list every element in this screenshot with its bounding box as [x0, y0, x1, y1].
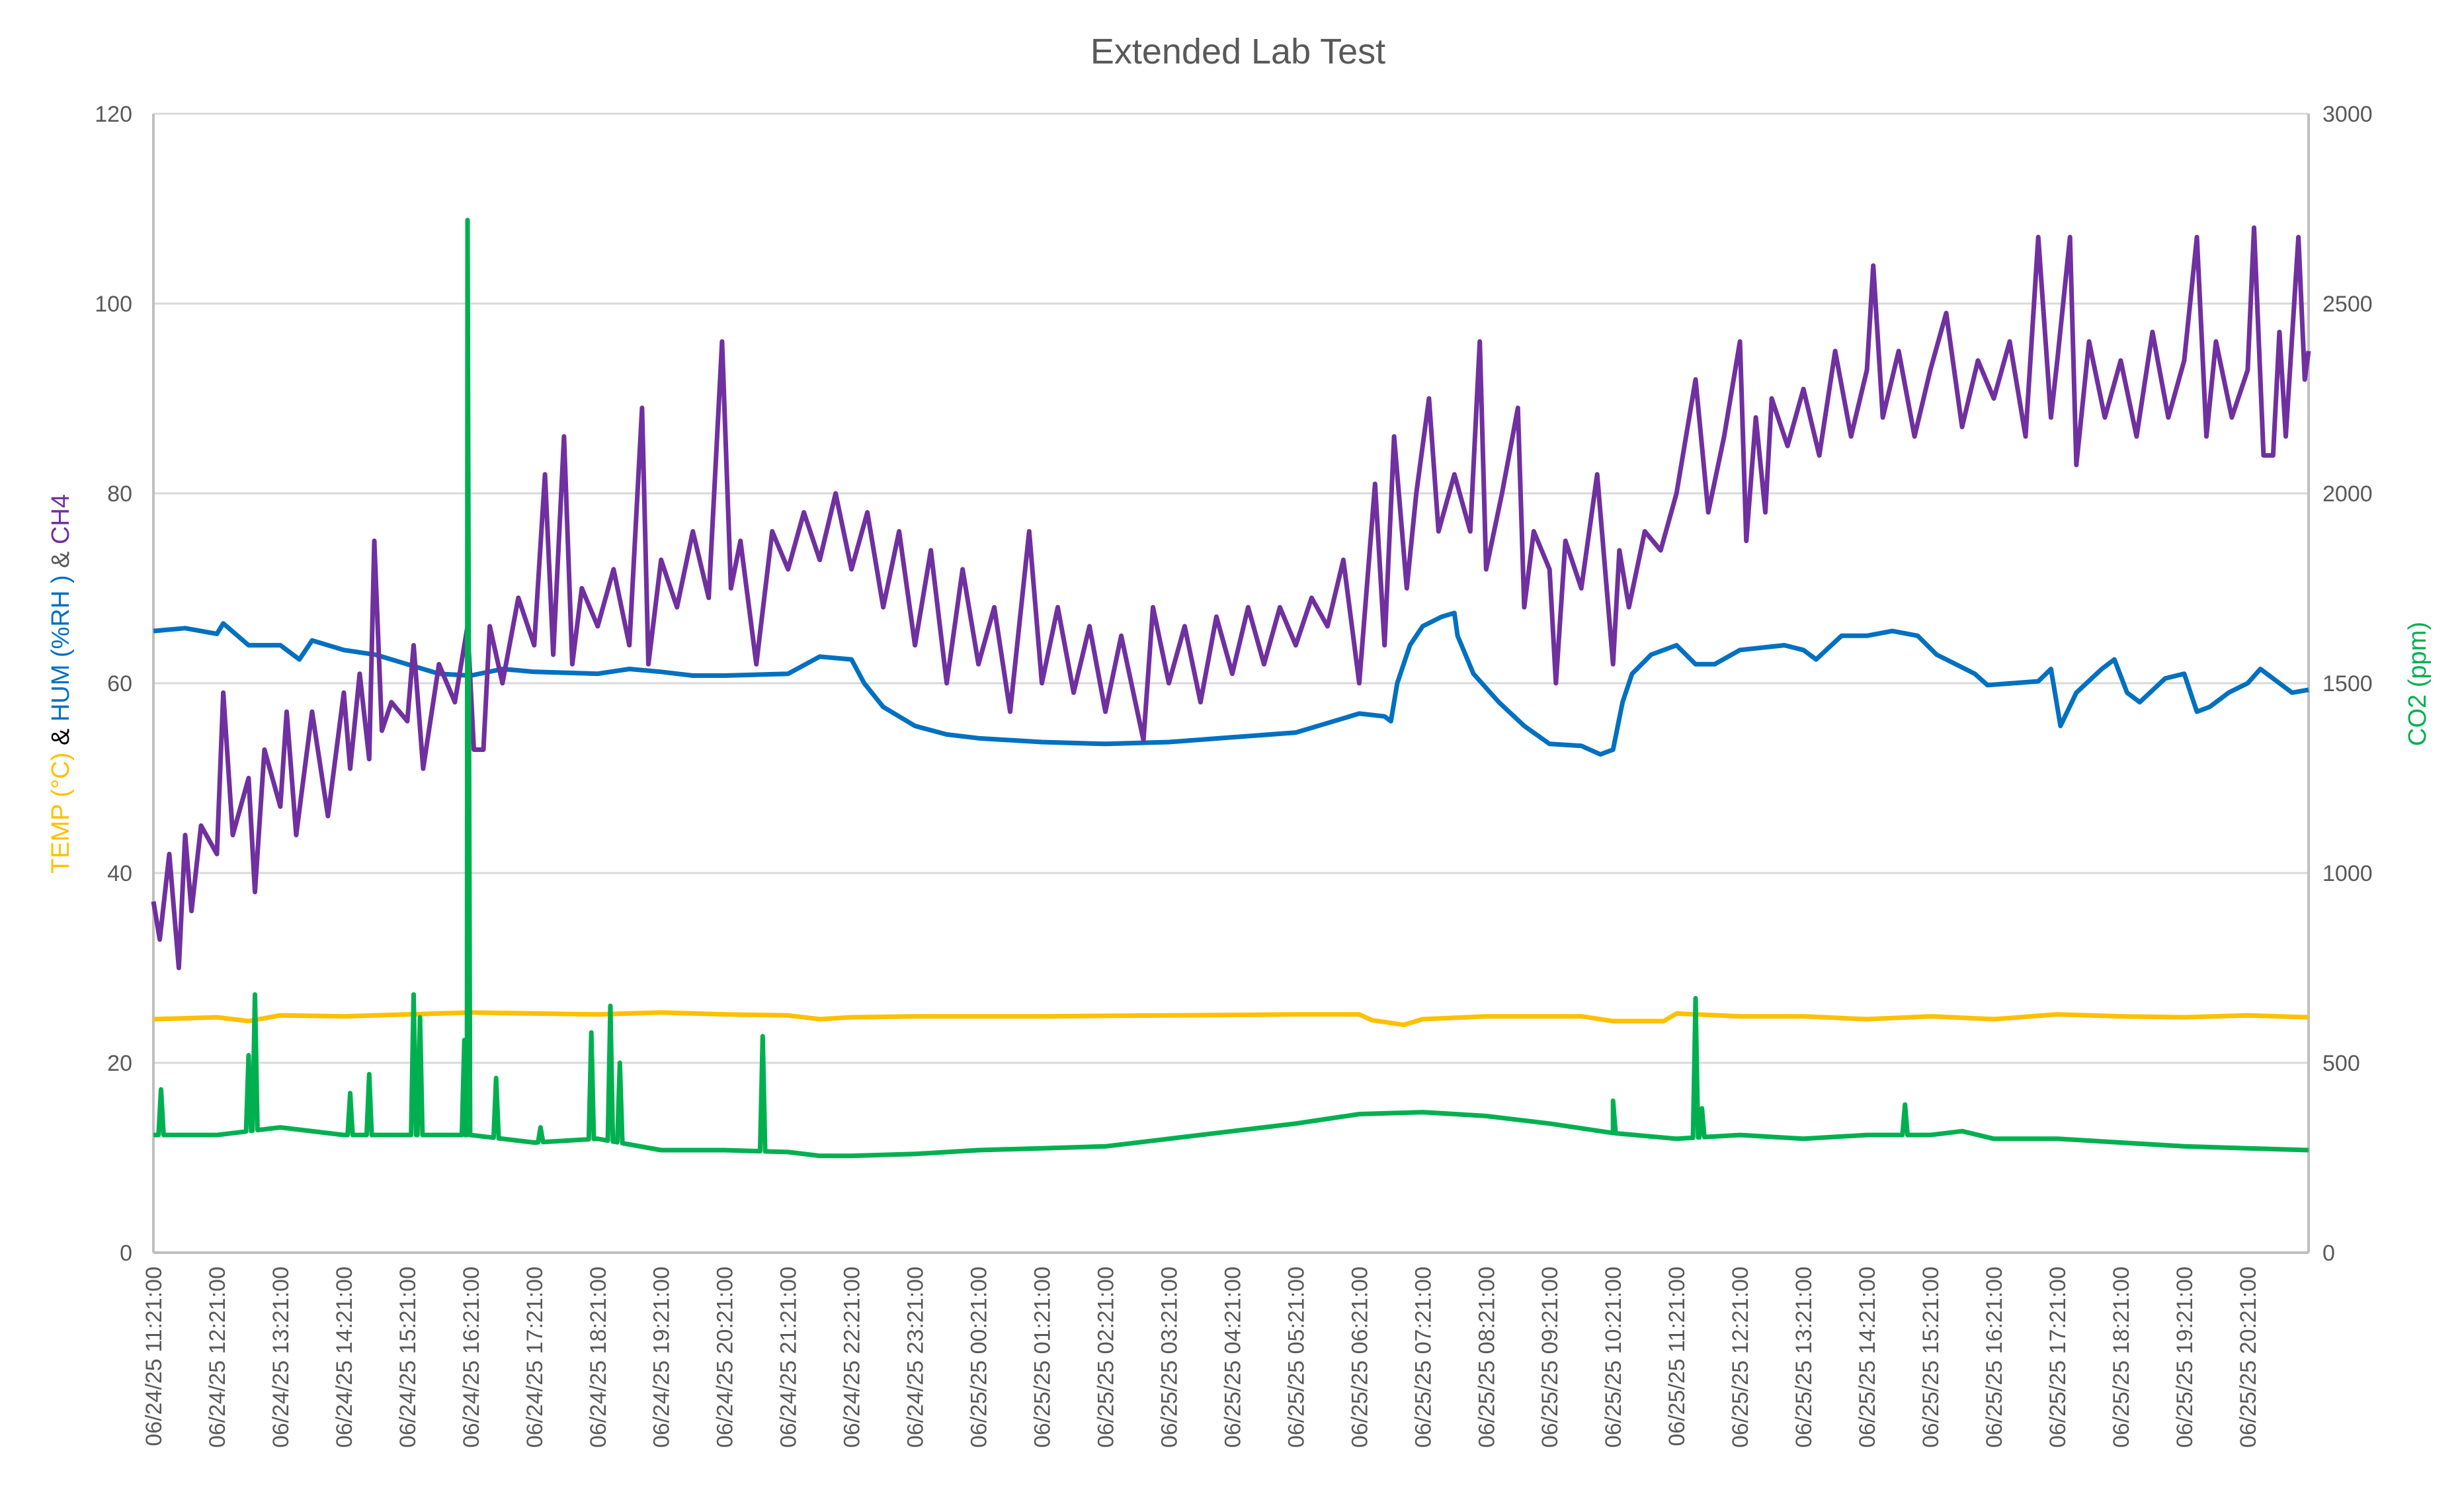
x-tick-label: 06/24/25 12:21:00: [205, 1267, 230, 1448]
x-tick-label: 06/25/25 11:21:00: [1664, 1267, 1690, 1446]
y-title-temp: TEMP (°C): [47, 753, 75, 874]
y-left-tick-label: 100: [95, 292, 132, 317]
x-tick-label: 06/25/25 16:21:00: [1982, 1267, 2007, 1448]
x-tick-label: 06/24/25 16:21:00: [459, 1267, 484, 1448]
x-tick-label: 06/25/25 10:21:00: [1601, 1267, 1626, 1448]
x-tick-label: 06/24/25 18:21:00: [586, 1267, 611, 1448]
x-tick-label: 06/25/25 05:21:00: [1284, 1267, 1309, 1448]
y-title-amp-1: &: [47, 722, 75, 752]
x-tick-label: 06/24/25 19:21:00: [649, 1267, 675, 1448]
series-lines: [151, 218, 2311, 1159]
x-tick-label: 06/25/25 09:21:00: [1538, 1267, 1563, 1448]
series-line-ch4: [151, 225, 2311, 970]
y-axis-left-title: TEMP (°C) & HUM (%RH ) & CH4: [47, 494, 75, 874]
y-right-tick-label: 2500: [2322, 292, 2373, 317]
x-tick-label: 06/25/25 07:21:00: [1411, 1267, 1436, 1448]
y-left-tick-label: 80: [107, 481, 132, 507]
x-tick-label: 06/24/25 20:21:00: [713, 1267, 738, 1448]
y-title-ch4: CH4: [47, 494, 75, 544]
x-tick-label: 06/24/25 17:21:00: [522, 1267, 548, 1448]
x-tick-label: 06/25/25 14:21:00: [1855, 1267, 1880, 1448]
x-tick-label: 06/25/25 00:21:00: [967, 1267, 992, 1448]
tick-labels: 0 20 40 60 80 100 120 0 500 1000 1500 2000 2500 3000 0…: [95, 102, 2372, 1448]
y-right-tick-label: 2000: [2322, 481, 2373, 507]
y-left-tick-label: 60: [107, 671, 132, 696]
y-left-tick-label: 120: [95, 102, 132, 127]
series-line-co2: [153, 218, 2309, 1159]
y-right-tick-label: 1000: [2322, 861, 2373, 886]
chart-title: Extended Lab Test: [1090, 32, 1385, 71]
x-tick-label: 06/25/25 20:21:00: [2236, 1267, 2261, 1448]
x-tick-label: 06/24/25 11:21:00: [142, 1267, 167, 1446]
x-tick-label: 06/24/25 23:21:00: [903, 1267, 928, 1448]
x-tick-label: 06/25/25 15:21:00: [1918, 1267, 1944, 1448]
x-tick-label: 06/24/25 14:21:00: [332, 1267, 357, 1448]
x-tick-label: 06/25/25 13:21:00: [1791, 1267, 1817, 1448]
x-tick-label: 06/25/25 12:21:00: [1728, 1267, 1753, 1448]
x-tick-label: 06/25/25 01:21:00: [1030, 1267, 1055, 1448]
x-tick-label: 06/25/25 17:21:00: [2045, 1267, 2071, 1448]
y-left-tick-label: 0: [120, 1241, 132, 1266]
x-tick-label: 06/24/25 22:21:00: [840, 1267, 865, 1448]
x-tick-label: 06/25/25 03:21:00: [1157, 1267, 1182, 1448]
x-tick-label: 06/25/25 18:21:00: [2109, 1267, 2134, 1448]
x-tick-label: 06/25/25 19:21:00: [2172, 1267, 2197, 1448]
y-left-tick-label: 40: [107, 861, 132, 886]
x-tick-label: 06/24/25 15:21:00: [395, 1267, 421, 1448]
x-tick-label: 06/25/25 06:21:00: [1347, 1267, 1372, 1448]
y-right-tick-label: 500: [2322, 1051, 2360, 1076]
series-line-hum: [153, 610, 2309, 757]
gridlines: [153, 112, 2309, 1064]
x-tick-label: 06/25/25 02:21:00: [1093, 1267, 1118, 1448]
x-tick-label: 06/24/25 13:21:00: [268, 1267, 294, 1448]
y-right-tick-label: 1500: [2322, 671, 2373, 696]
x-tick-label: 06/25/25 04:21:00: [1220, 1267, 1245, 1448]
y-right-tick-label: 3000: [2322, 102, 2373, 127]
y-title-amp-2: &: [47, 544, 75, 575]
axes: [152, 114, 2310, 1254]
y-right-tick-label: 0: [2322, 1241, 2335, 1266]
y-title-hum: HUM (%RH ): [47, 575, 75, 722]
y-left-tick-label: 20: [107, 1051, 132, 1076]
y-axis-right-title: CO2 (ppm): [2404, 622, 2432, 746]
x-tick-label: 06/25/25 08:21:00: [1474, 1267, 1499, 1448]
x-tick-label: 06/24/25 21:21:00: [776, 1267, 801, 1448]
